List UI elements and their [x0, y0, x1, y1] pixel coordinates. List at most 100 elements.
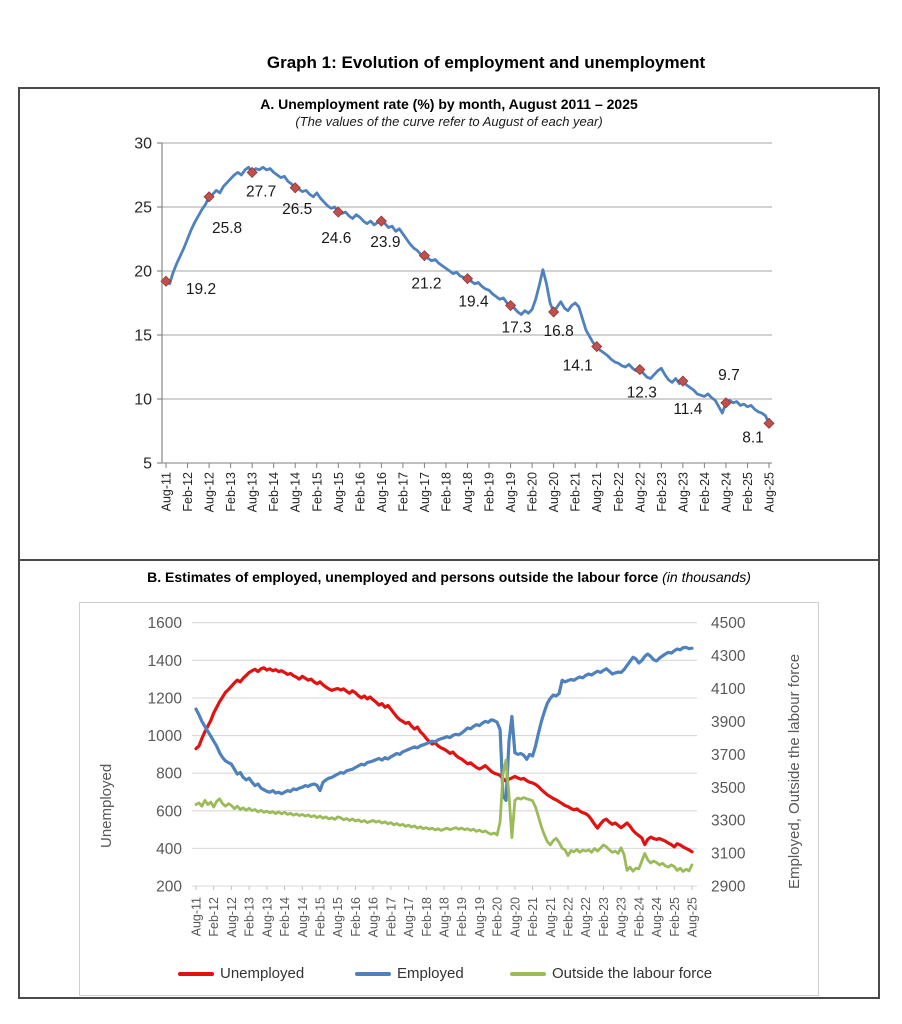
right-tick-label: 3700 — [711, 747, 746, 764]
august-marker — [418, 250, 430, 262]
legend-label-employed: Employed — [397, 965, 464, 982]
x-tick-label: Aug-13 — [260, 897, 274, 937]
august-data-label: 21.2 — [411, 276, 441, 293]
left-axis-title: Unemployed — [98, 763, 115, 849]
page-title: Graph 1: Evolution of employment and une… — [266, 53, 706, 72]
x-tick-label: Aug-17 — [402, 897, 416, 937]
x-tick-label: Feb-12 — [181, 472, 195, 512]
august-marker — [720, 397, 732, 409]
x-tick-label: Aug-21 — [544, 897, 558, 937]
x-tick-label: Aug-15 — [331, 897, 345, 937]
august-data-label: 25.8 — [212, 220, 242, 237]
legend-item-outside: Outside the labour force — [510, 965, 712, 982]
x-tick-label: Feb-19 — [455, 897, 469, 937]
x-tick-label: Aug-11 — [190, 897, 204, 936]
x-tick-label: Aug-19 — [473, 897, 487, 937]
right-tick-label: 3900 — [711, 714, 746, 731]
legend-item-employed: Employed — [355, 965, 464, 982]
outside-labour-force-line-swatch — [510, 971, 546, 976]
august-data-label: 16.8 — [544, 323, 574, 340]
x-tick-label: Feb-14 — [278, 897, 292, 937]
x-tick-label: Feb-16 — [349, 897, 363, 937]
y-tick-label: 15 — [134, 328, 152, 345]
right-tick-label: 4300 — [711, 648, 746, 665]
x-tick-label: Feb-13 — [243, 897, 257, 937]
august-data-label: 11.4 — [673, 401, 702, 418]
panel-b-title: B. Estimates of employed, unemployed and… — [20, 569, 878, 585]
x-tick-label: Feb-24 — [698, 472, 712, 512]
x-tick-label: Aug-24 — [650, 897, 664, 937]
x-tick-label: Feb-17 — [396, 472, 410, 512]
x-tick-label: Feb-25 — [741, 472, 755, 512]
x-tick-label: Feb-21 — [526, 897, 540, 937]
x-tick-label: Feb-18 — [439, 472, 453, 512]
employed-line-swatch — [355, 971, 391, 976]
panel-a-subtitle: (The values of the curve refer to August… — [295, 114, 603, 129]
x-tick-label: Aug-20 — [547, 472, 561, 512]
x-tick-label: Aug-13 — [246, 472, 260, 512]
x-tick-label: Feb-19 — [483, 472, 497, 512]
y-tick-label: 10 — [134, 392, 152, 409]
x-tick-label: Feb-13 — [224, 472, 238, 512]
x-tick-label: Aug-25 — [686, 897, 700, 937]
left-tick-label: 1400 — [148, 653, 183, 670]
unemployed-line — [194, 666, 694, 854]
x-tick-label: Feb-16 — [353, 472, 367, 512]
right-tick-label: 4100 — [711, 681, 746, 698]
x-tick-label: Aug-16 — [375, 472, 389, 512]
august-data-label: 17.3 — [501, 320, 531, 337]
y-tick-label: 30 — [134, 136, 152, 153]
right-tick-label: 3100 — [711, 846, 746, 863]
panel-b-plot-frame — [79, 602, 819, 996]
august-data-label: 26.5 — [282, 201, 312, 218]
august-marker — [160, 275, 172, 287]
august-data-label: 9.7 — [718, 367, 740, 384]
unemployment-rate-chart: 30 25 20 15 10 5 Aug-11 Feb-12 Aug-12 Feb-13 Aug-1… — [134, 136, 777, 513]
x-tick-label: Feb-15 — [314, 897, 328, 937]
x-tick-label: Feb-21 — [569, 472, 583, 512]
august-marker — [461, 273, 474, 285]
panel-b-title-suffix: (in thousands) — [658, 569, 751, 585]
x-tick-label: Aug-14 — [296, 897, 310, 937]
august-data-label: 14.1 — [563, 358, 593, 375]
august-marker — [591, 340, 603, 353]
x-tick-label: Aug-24 — [719, 472, 733, 512]
august-data-label: 24.6 — [321, 230, 351, 247]
labour-force-chart: 1600 1400 1200 1000 800 600 400 200 4500 4300 4100… — [148, 615, 746, 937]
x-tick-label: Feb-14 — [267, 472, 281, 512]
x-tick-label: Feb-22 — [612, 472, 626, 512]
x-tick-label: Feb-25 — [668, 897, 682, 937]
august-data-label: 19.2 — [186, 281, 216, 298]
right-tick-label: 4500 — [711, 615, 746, 632]
x-tick-label: Feb-23 — [655, 472, 669, 512]
x-tick-label: Aug-20 — [508, 897, 522, 937]
left-tick-label: 400 — [156, 841, 182, 858]
august-data-label: 12.3 — [627, 385, 657, 402]
x-tick-label: Feb-24 — [632, 897, 646, 937]
x-tick-label: Aug-22 — [579, 897, 593, 937]
august-marker — [505, 299, 517, 312]
panel-b: B. Estimates of employed, unemployed and… — [18, 561, 880, 999]
left-tick-label: 1200 — [148, 690, 183, 707]
x-tick-label: Feb-17 — [384, 897, 398, 937]
x-tick-label: Aug-17 — [418, 472, 432, 512]
x-tick-label: Aug-25 — [763, 472, 777, 512]
x-tick-label: Feb-15 — [310, 472, 324, 512]
x-tick-label: Aug-19 — [504, 472, 518, 512]
legend-label-outside: Outside the labour force — [552, 965, 713, 982]
x-tick-label: Aug-21 — [590, 472, 604, 512]
x-tick-label: Aug-23 — [615, 897, 629, 937]
august-marker — [289, 182, 301, 194]
x-tick-label: Aug-11 — [160, 472, 174, 511]
right-tick-label: 2900 — [711, 879, 746, 896]
x-tick-label: Aug-16 — [367, 897, 381, 937]
employed-line — [194, 645, 694, 803]
unemployed-line-swatch — [178, 971, 214, 976]
x-tick-label: Aug-18 — [461, 472, 475, 512]
x-tick-label: Feb-20 — [491, 897, 505, 937]
august-marker — [332, 206, 344, 218]
august-marker — [203, 191, 215, 203]
august-marker — [763, 417, 775, 429]
legend-item-unemployed: Unemployed — [178, 965, 304, 982]
x-tick-label: Aug-18 — [438, 897, 452, 937]
